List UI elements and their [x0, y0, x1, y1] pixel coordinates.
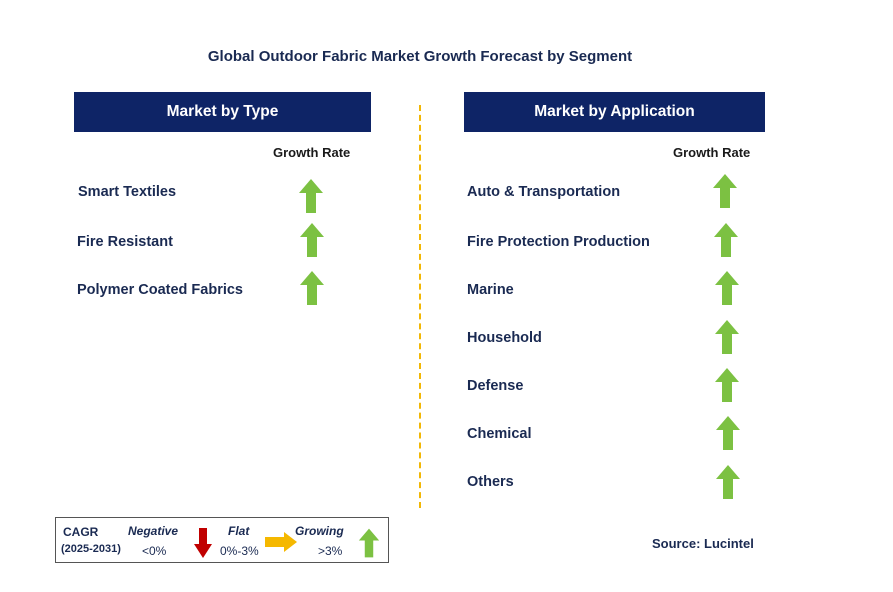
application-item-label: Others	[467, 474, 514, 490]
application-growth-rate-label: Growth Rate	[673, 145, 751, 160]
application-item-label: Defense	[467, 378, 524, 394]
legend-flat-label: Flat	[228, 524, 250, 538]
type-growth-rate-label: Growth Rate	[273, 145, 351, 160]
growth-up-arrow-icon	[713, 222, 739, 258]
orange-right-arrow-icon	[265, 532, 297, 552]
legend-growing-label: Growing	[295, 524, 344, 538]
type-item-label: Smart Textiles	[78, 184, 177, 200]
legend-cagr-label: CAGR	[63, 525, 99, 539]
application-panel-header: Market by Application	[464, 92, 765, 132]
chart-title: Global Outdoor Fabric Market Growth Fore…	[207, 48, 633, 65]
application-item-label: Chemical	[467, 426, 532, 442]
growth-up-arrow-icon	[299, 222, 325, 258]
growth-up-arrow-icon	[715, 415, 741, 451]
growth-up-arrow-icon	[714, 270, 740, 306]
legend-flat-range: 0%-3%	[220, 544, 259, 558]
application-item-label: Fire Protection Production	[467, 234, 650, 250]
application-item-label: Auto & Transportation	[467, 184, 621, 200]
type-item-label: Fire Resistant	[77, 234, 173, 250]
growth-up-arrow-icon	[299, 270, 325, 306]
growth-up-arrow-icon	[712, 173, 738, 209]
green-up-arrow-icon	[358, 527, 380, 559]
application-item-label: Household	[467, 330, 542, 346]
type-item-label: Polymer Coated Fabrics	[77, 282, 243, 298]
legend-growing-range: >3%	[318, 544, 343, 558]
type-panel-header: Market by Type	[74, 92, 371, 132]
application-item-label: Marine	[467, 282, 514, 298]
legend-period: (2025-2031)	[61, 543, 121, 555]
growth-up-arrow-icon	[298, 178, 324, 214]
cagr-legend: CAGR (2025-2031) Negative <0% Flat 0%-3%…	[55, 517, 389, 563]
legend-negative-label: Negative	[128, 524, 179, 538]
growth-up-arrow-icon	[714, 319, 740, 355]
growth-up-arrow-icon	[715, 464, 741, 500]
growth-up-arrow-icon	[714, 367, 740, 403]
source-note: Source: Lucintel	[652, 536, 754, 551]
legend-negative-range: <0%	[142, 544, 167, 558]
red-down-arrow-icon	[194, 528, 212, 558]
panel-divider	[419, 105, 421, 508]
